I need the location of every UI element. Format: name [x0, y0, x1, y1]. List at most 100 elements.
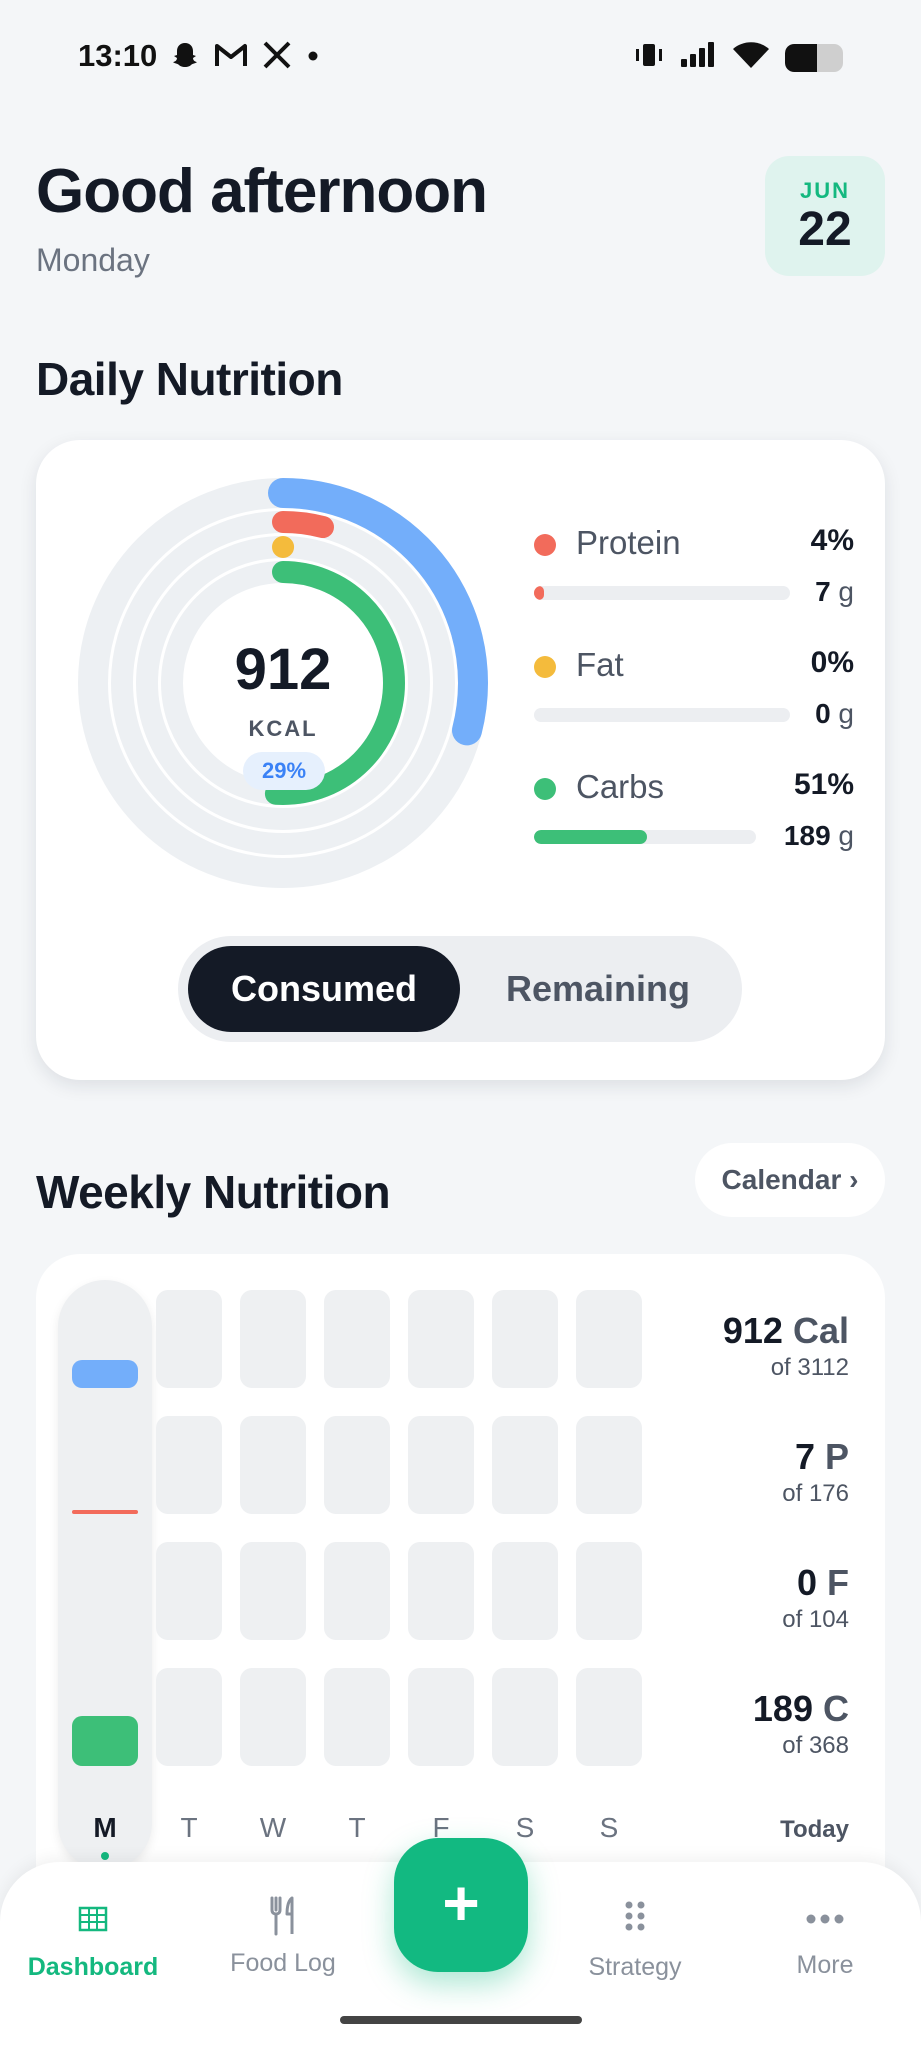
consumed-remaining-toggle: Consumed Remaining [178, 936, 742, 1042]
macro-bar [534, 708, 790, 722]
day-label[interactable]: W [259, 1812, 287, 1843]
fork-knife-icon [270, 1896, 294, 1936]
date-month: JUN [799, 178, 850, 203]
day-metric-cell[interactable] [408, 1290, 474, 1388]
macro-bar [534, 586, 790, 600]
day-label[interactable]: S [599, 1812, 619, 1843]
kcal-label: KCAL [248, 716, 318, 741]
nav-dashboard[interactable]: Dashboard [8, 1904, 178, 1982]
consumed-toggle-button[interactable]: Consumed [188, 946, 460, 1032]
day-label[interactable]: S [515, 1812, 535, 1843]
fat-dot [534, 656, 556, 678]
day-label[interactable]: F [432, 1812, 450, 1843]
stat-calories: 912 Cal of 3112 [722, 1310, 849, 1381]
day-metric-cell[interactable] [156, 1542, 222, 1640]
macro-grams: 189 g [783, 820, 854, 851]
weekly-nutrition-title: Weekly Nutrition [36, 1166, 391, 1218]
day-metric-cell[interactable] [156, 1668, 222, 1766]
day-metric-cell[interactable] [408, 1416, 474, 1514]
nav-label: Food Log [230, 1949, 336, 1977]
stat-protein: 7 P of 176 [782, 1436, 849, 1507]
macro-name: Protein [576, 524, 681, 561]
day-metric-cell[interactable] [576, 1290, 642, 1388]
day-metric-cell[interactable] [240, 1542, 306, 1640]
remaining-toggle-button[interactable]: Remaining [505, 968, 691, 1009]
day-metric-cell[interactable] [492, 1668, 558, 1766]
macro-percent: 0% [810, 646, 854, 679]
day-metric-cell[interactable] [576, 1668, 642, 1766]
day-metric-cell[interactable] [576, 1416, 642, 1514]
protein-dot [534, 534, 556, 556]
more-icon [806, 1914, 844, 1924]
dot-icon [306, 41, 320, 78]
macro-name: Fat [576, 646, 624, 683]
stat-carbs: 189 C of 368 [752, 1688, 849, 1759]
signal-icon [679, 41, 717, 74]
day-metric-cell[interactable] [324, 1290, 390, 1388]
weekday-label: Monday [36, 242, 150, 278]
macro-grams: 0 g [815, 698, 854, 729]
day-label[interactable]: T [180, 1812, 198, 1843]
macro-percent: 51% [793, 768, 854, 801]
macro-rings-chart [78, 478, 488, 888]
vibrate-icon [633, 41, 665, 74]
day-metric-bar [72, 1360, 138, 1388]
day-metric-cell[interactable] [408, 1542, 474, 1640]
daily-nutrition-title: Daily Nutrition [36, 353, 343, 405]
nav-label: Dashboard [27, 1953, 159, 1981]
today-indicator-dot [101, 1852, 109, 1860]
day-metric-cell[interactable] [492, 1416, 558, 1514]
day-label[interactable]: T [348, 1812, 366, 1843]
protein-ring [111, 511, 455, 855]
status-time: 13:10 [78, 38, 158, 73]
macro-bar [534, 830, 756, 844]
nav-more[interactable]: More [740, 1912, 910, 1980]
day-metric-cell[interactable] [324, 1668, 390, 1766]
nav-label: Strategy [588, 1953, 682, 1981]
notification-icons [170, 40, 320, 79]
day-metric-cell[interactable] [240, 1290, 306, 1388]
add-entry-button[interactable]: + [394, 1838, 528, 1972]
kcal-percent-badge: 29% [243, 752, 325, 790]
day-metric-cell[interactable] [324, 1542, 390, 1640]
snapchat-icon [170, 40, 200, 79]
greeting-title: Good afternoon [36, 157, 488, 226]
day-metric-cell[interactable] [240, 1668, 306, 1766]
day-metric-cell[interactable] [156, 1416, 222, 1514]
dots-grid-icon [625, 1901, 645, 1931]
stat-fat: 0 F of 104 [782, 1562, 849, 1633]
day-metric-cell[interactable] [576, 1542, 642, 1640]
weekly-nutrition-card: M T W T F S S 912 Cal of 3112 7 P of 176… [36, 1254, 885, 1914]
home-indicator[interactable] [340, 2016, 582, 2024]
day-metric-cell[interactable] [240, 1416, 306, 1514]
day-metric-cell[interactable] [492, 1290, 558, 1388]
system-icons [633, 40, 843, 75]
x-icon [262, 41, 292, 78]
battery-icon [785, 43, 843, 72]
status-bar: 13:10 [0, 0, 921, 118]
macro-grams: 7 g [815, 576, 854, 607]
nav-label: More [796, 1951, 854, 1979]
nav-strategy[interactable]: Strategy [550, 1900, 720, 1982]
carbs-ring [161, 561, 405, 805]
day-label[interactable]: M [93, 1812, 117, 1843]
day-metric-bar [72, 1510, 138, 1514]
day-metric-bar [72, 1716, 138, 1766]
day-metric-cell[interactable] [324, 1416, 390, 1514]
today-label: Today [780, 1816, 849, 1843]
macro-name: Carbs [576, 768, 665, 805]
calendar-button[interactable]: Calendar › [695, 1143, 885, 1217]
day-metric-cell[interactable] [408, 1668, 474, 1766]
macro-percent: 4% [810, 524, 854, 557]
ring-center: 912 KCAL 29% [68, 468, 498, 898]
grid-icon [78, 1906, 108, 1932]
kcal-value: 912 [234, 637, 332, 702]
wifi-icon [731, 40, 771, 75]
nav-food-log[interactable]: Food Log [198, 1896, 368, 1978]
day-metric-cell[interactable] [492, 1542, 558, 1640]
date-badge[interactable]: JUN 22 [765, 156, 885, 276]
date-day: 22 [798, 203, 852, 256]
daily-nutrition-card: 912 KCAL 29% Protein 4% 7 g Fat 0% 0 g C… [36, 440, 885, 1080]
fat-ring [136, 536, 430, 830]
day-metric-cell[interactable] [156, 1290, 222, 1388]
